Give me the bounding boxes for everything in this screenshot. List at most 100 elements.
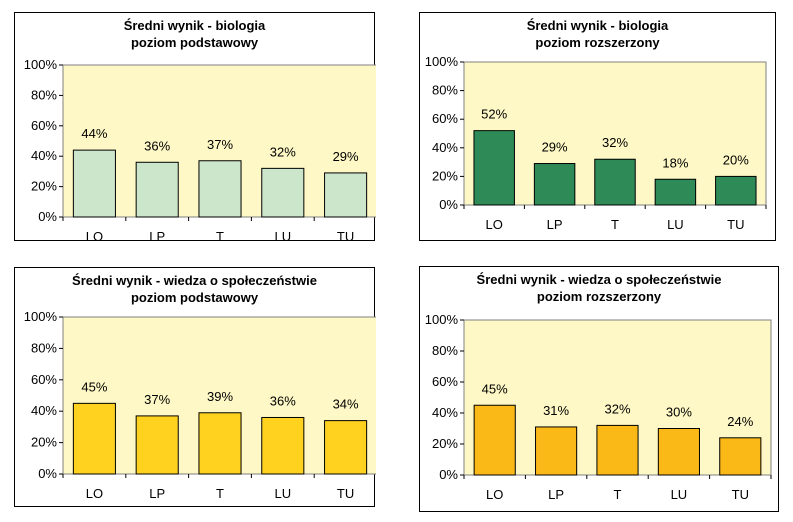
data-label: 29% bbox=[333, 149, 359, 164]
data-label: 52% bbox=[481, 107, 507, 122]
x-tick-label: LU bbox=[667, 217, 684, 232]
x-tick-label: T bbox=[216, 229, 224, 242]
x-tick-label: TU bbox=[727, 217, 744, 232]
data-label: 36% bbox=[270, 393, 296, 408]
y-tick-label: 100% bbox=[425, 54, 459, 69]
bar bbox=[473, 404, 516, 476]
bar bbox=[198, 160, 242, 218]
y-tick-label: 80% bbox=[432, 343, 458, 358]
data-label: 31% bbox=[543, 403, 569, 418]
y-tick-label: 80% bbox=[31, 340, 57, 355]
bar-chart-biologia-rozszerzony: 0% 20% 40% 60% 80% 100% 52% LO 29% LP 32% T 18% LU 20%… bbox=[425, 54, 767, 232]
bar bbox=[324, 420, 368, 475]
y-tick-label: 60% bbox=[432, 374, 458, 389]
data-label: 45% bbox=[81, 379, 107, 394]
data-label: 39% bbox=[207, 389, 233, 404]
x-tick-label: LP bbox=[548, 487, 564, 502]
bar bbox=[719, 437, 762, 476]
y-tick-label: 40% bbox=[432, 405, 458, 420]
bar bbox=[135, 161, 179, 218]
chart-panel-wos-rozszerzony: Średni wynik - wiedza o społeczeństwie p… bbox=[419, 266, 779, 512]
chart-subtitle: poziom podstawowy bbox=[130, 290, 259, 305]
y-tick-label: 20% bbox=[31, 435, 57, 450]
x-tick-label: LO bbox=[486, 217, 503, 232]
x-tick-label: LP bbox=[547, 217, 563, 232]
x-tick-label: LU bbox=[671, 487, 688, 502]
x-tick-label: TU bbox=[337, 486, 354, 501]
bar bbox=[324, 172, 368, 218]
y-tick-label: 0% bbox=[38, 209, 57, 224]
x-tick-label: LO bbox=[86, 486, 103, 501]
chart-title: Średni wynik - biologia bbox=[123, 18, 266, 33]
bar-chart-wos-rozszerzony: 0% 20% 40% 60% 80% 100% 45% LO 31% LP 32% T 30% LU 24%… bbox=[425, 312, 772, 502]
y-tick-label: 100% bbox=[24, 309, 58, 324]
y-tick-label: 40% bbox=[432, 140, 458, 155]
data-label: 20% bbox=[723, 152, 749, 167]
bar bbox=[596, 424, 639, 476]
chart-panel-wos-podstawowy: Średni wynik - wiedza o społeczeństwie p… bbox=[14, 267, 376, 507]
bar bbox=[535, 426, 578, 476]
data-label: 32% bbox=[604, 401, 630, 416]
data-label: 18% bbox=[662, 155, 688, 170]
bar-chart-wos-podstawowy: 0% 20% 40% 60% 80% 100% 45% LO 37% LP 39% T 36% LU 34%… bbox=[24, 309, 376, 501]
y-tick-label: 40% bbox=[31, 403, 57, 418]
chart-subtitle: poziom rozszerzony bbox=[536, 289, 662, 304]
bar bbox=[657, 428, 700, 476]
chart-panel-biologia-rozszerzony: Średni wynik - biologia poziom rozszerzo… bbox=[419, 12, 776, 241]
data-label: 37% bbox=[207, 137, 233, 152]
chart-title: Średni wynik - wiedza o społeczeństwie bbox=[476, 272, 722, 287]
y-tick-label: 20% bbox=[31, 179, 57, 194]
y-tick-label: 20% bbox=[432, 436, 458, 451]
bar bbox=[72, 149, 116, 218]
y-tick-label: 80% bbox=[31, 87, 57, 102]
x-tick-label: T bbox=[611, 217, 619, 232]
chart-subtitle: poziom rozszerzony bbox=[535, 35, 660, 50]
bar bbox=[135, 415, 179, 475]
data-label: 37% bbox=[144, 392, 170, 407]
x-tick-label: T bbox=[216, 486, 224, 501]
data-label: 30% bbox=[666, 405, 692, 420]
bar bbox=[533, 163, 576, 206]
x-tick-label: LO bbox=[486, 487, 503, 502]
x-tick-label: LO bbox=[86, 229, 103, 242]
y-tick-label: 60% bbox=[432, 111, 458, 126]
y-tick-label: 0% bbox=[38, 466, 57, 481]
x-tick-label: T bbox=[614, 487, 622, 502]
data-label: 45% bbox=[482, 381, 508, 396]
y-tick-label: 100% bbox=[24, 57, 58, 72]
bar bbox=[261, 167, 305, 218]
x-tick-label: LU bbox=[274, 486, 291, 501]
data-label: 36% bbox=[144, 138, 170, 153]
chart-panel-biologia-podstawowy: Średni wynik - biologia poziom podstawow… bbox=[14, 12, 376, 242]
y-tick-label: 60% bbox=[31, 372, 57, 387]
x-tick-label: LU bbox=[274, 229, 291, 242]
x-tick-label: TU bbox=[337, 229, 354, 242]
bar-chart-biologia-podstawowy: 0% 20% 40% 60% 80% 100% 44% LO 36% LP 37% T 32% LU 29%… bbox=[24, 57, 376, 242]
bar bbox=[473, 130, 515, 206]
data-label: 32% bbox=[270, 144, 296, 159]
bar bbox=[198, 412, 242, 475]
data-label: 32% bbox=[602, 135, 628, 150]
data-label: 24% bbox=[727, 414, 753, 429]
data-label: 34% bbox=[333, 397, 359, 412]
x-tick-label: TU bbox=[732, 487, 749, 502]
chart-title: Średni wynik - biologia bbox=[526, 18, 669, 33]
bar bbox=[594, 158, 636, 206]
y-tick-label: 0% bbox=[439, 467, 458, 482]
y-tick-label: 60% bbox=[31, 118, 57, 133]
bar bbox=[715, 175, 757, 206]
data-label: 29% bbox=[542, 140, 568, 155]
y-tick-label: 100% bbox=[425, 312, 459, 327]
y-tick-label: 20% bbox=[432, 168, 458, 183]
chart-title: Średni wynik - wiedza o społeczeństwie bbox=[72, 273, 317, 288]
x-tick-label: LP bbox=[149, 486, 165, 501]
x-tick-label: LP bbox=[149, 229, 165, 242]
chart-subtitle: poziom podstawowy bbox=[130, 35, 259, 50]
bar bbox=[72, 402, 116, 475]
bar bbox=[654, 178, 697, 206]
bar bbox=[261, 416, 305, 475]
y-tick-label: 0% bbox=[439, 197, 458, 212]
y-tick-label: 80% bbox=[432, 83, 458, 98]
data-label: 44% bbox=[81, 126, 107, 141]
y-tick-label: 40% bbox=[31, 148, 57, 163]
